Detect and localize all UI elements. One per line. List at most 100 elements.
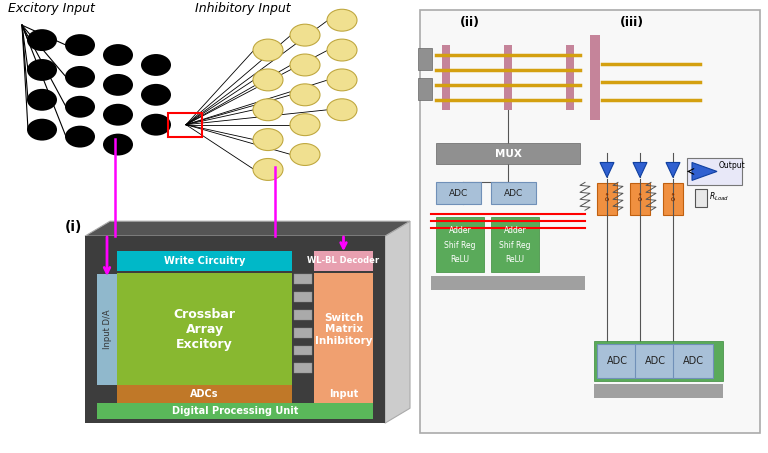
Bar	[294, 292, 312, 302]
Text: Adder: Adder	[504, 226, 526, 235]
Ellipse shape	[103, 104, 133, 125]
Ellipse shape	[141, 114, 171, 135]
Bar	[294, 328, 312, 337]
Ellipse shape	[27, 89, 57, 111]
Polygon shape	[633, 163, 647, 178]
Text: Shif Reg: Shif Reg	[444, 241, 475, 250]
Ellipse shape	[253, 159, 283, 180]
Ellipse shape	[27, 29, 57, 51]
Ellipse shape	[253, 69, 283, 91]
Bar	[117, 386, 292, 403]
Text: Switch
Matrix
Inhibitory: Switch Matrix Inhibitory	[315, 313, 372, 346]
Text: Shif Reg: Shif Reg	[499, 241, 531, 250]
Text: (iii): (iii)	[620, 16, 644, 29]
Bar	[294, 363, 312, 373]
Polygon shape	[85, 221, 410, 236]
Bar	[314, 273, 373, 386]
Bar	[687, 158, 742, 185]
Ellipse shape	[327, 39, 357, 61]
Bar	[597, 343, 637, 378]
Bar	[97, 403, 373, 419]
Text: ADC: ADC	[683, 356, 703, 366]
Text: Crossbar
Array
Excitory: Crossbar Array Excitory	[174, 308, 236, 351]
Ellipse shape	[65, 34, 95, 56]
Ellipse shape	[290, 144, 320, 165]
Text: Output: Output	[719, 161, 746, 170]
Bar	[566, 45, 574, 110]
Text: $R_{Load}$: $R_{Load}$	[709, 190, 730, 203]
Ellipse shape	[290, 114, 320, 135]
Polygon shape	[692, 163, 717, 180]
Ellipse shape	[103, 44, 133, 66]
Ellipse shape	[327, 69, 357, 91]
Bar	[85, 236, 385, 423]
Text: Digital Processing Unit: Digital Processing Unit	[172, 406, 298, 416]
Text: Input: Input	[329, 389, 358, 399]
Polygon shape	[600, 163, 614, 178]
Bar	[442, 45, 450, 110]
Ellipse shape	[290, 84, 320, 106]
Text: (ii): (ii)	[460, 16, 480, 29]
Text: ADC: ADC	[449, 189, 468, 198]
Bar	[630, 183, 650, 215]
Text: ADC: ADC	[504, 189, 523, 198]
Text: ADC: ADC	[644, 356, 666, 366]
Ellipse shape	[253, 39, 283, 61]
Ellipse shape	[141, 84, 171, 106]
Bar	[314, 251, 373, 271]
Polygon shape	[385, 221, 410, 423]
Text: Write Circuitry: Write Circuitry	[164, 256, 245, 266]
Bar	[117, 273, 292, 386]
Ellipse shape	[141, 54, 171, 76]
Bar	[597, 183, 617, 215]
Bar	[590, 35, 600, 120]
Ellipse shape	[27, 119, 57, 140]
Bar	[294, 274, 312, 284]
Text: ReLU: ReLU	[451, 255, 469, 265]
Bar	[436, 183, 481, 204]
Bar	[491, 217, 539, 272]
Bar	[168, 113, 202, 137]
Bar	[594, 384, 723, 398]
Text: Inhibitory Input: Inhibitory Input	[195, 2, 290, 15]
Text: ADC: ADC	[607, 356, 627, 366]
Text: (i): (i)	[65, 220, 82, 234]
Bar	[294, 346, 312, 356]
Text: WL-BL Decoder: WL-BL Decoder	[307, 256, 379, 265]
Bar	[420, 10, 760, 433]
Bar	[436, 217, 484, 272]
Text: Excitory Input: Excitory Input	[8, 2, 95, 15]
Ellipse shape	[65, 96, 95, 118]
Bar	[314, 386, 373, 403]
Bar	[635, 343, 675, 378]
Bar	[695, 189, 707, 207]
Bar	[418, 48, 432, 70]
Polygon shape	[666, 163, 680, 178]
Bar	[491, 183, 536, 204]
Bar	[97, 274, 117, 386]
Text: MUX: MUX	[495, 149, 521, 159]
Ellipse shape	[290, 24, 320, 46]
Ellipse shape	[65, 66, 95, 88]
Bar	[594, 341, 723, 381]
Bar	[117, 251, 292, 271]
Bar	[431, 276, 585, 290]
Ellipse shape	[103, 74, 133, 96]
Ellipse shape	[253, 99, 283, 120]
Ellipse shape	[290, 54, 320, 76]
Ellipse shape	[27, 59, 57, 81]
Bar	[504, 45, 512, 110]
Bar	[418, 78, 432, 100]
Bar	[294, 310, 312, 320]
Text: ADCs: ADCs	[190, 389, 219, 399]
Ellipse shape	[103, 134, 133, 155]
Bar	[673, 343, 713, 378]
Bar	[663, 183, 683, 215]
Text: Input D/A: Input D/A	[102, 310, 111, 349]
Bar	[436, 143, 580, 164]
Ellipse shape	[253, 129, 283, 150]
Text: ReLU: ReLU	[505, 255, 525, 265]
Ellipse shape	[327, 99, 357, 120]
Ellipse shape	[65, 125, 95, 148]
Ellipse shape	[327, 9, 357, 31]
